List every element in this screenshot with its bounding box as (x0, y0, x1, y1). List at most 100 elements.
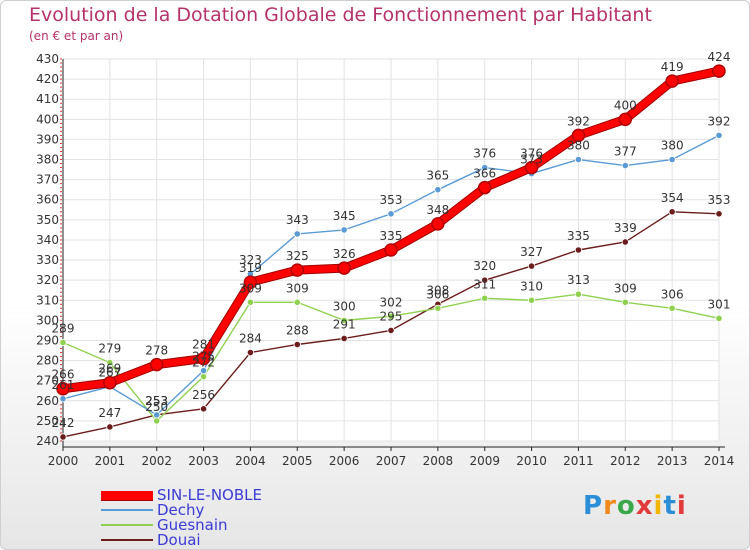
data-point-sin-le-noble (243, 275, 258, 289)
y-tick-label: 350 (36, 213, 59, 227)
y-tick-label: 430 (36, 52, 59, 66)
x-tick-label: 2004 (235, 454, 266, 468)
data-point-douai (199, 405, 208, 413)
logo-letter: r (603, 491, 617, 521)
data-label-guesnain: 309 (286, 281, 309, 295)
data-point-douai (481, 276, 489, 284)
x-tick-label: 2002 (141, 454, 172, 468)
data-point-guesnain (387, 312, 395, 320)
data-point-dechy (481, 163, 489, 172)
x-tick-label: 2008 (423, 454, 454, 468)
data-point-douai (527, 262, 536, 270)
x-tick-label: 2011 (563, 454, 594, 468)
legend-label: Guesnain (157, 516, 228, 534)
logo-letter: i (676, 491, 687, 521)
y-tick-label: 390 (36, 132, 59, 146)
data-label-dechy: 261 (52, 378, 75, 392)
y-tick-label: 300 (36, 313, 59, 327)
data-label-sin-le-noble: 348 (426, 203, 449, 217)
data-point-guesnain (340, 316, 348, 324)
data-label-sin-le-noble: 335 (380, 229, 403, 243)
data-label-guesnain: 301 (708, 297, 731, 311)
data-point-sin-le-noble (196, 351, 211, 366)
data-label-douai: 288 (286, 323, 309, 337)
data-label-douai: 253 (145, 394, 168, 408)
data-label-guesnain: 306 (426, 287, 449, 301)
data-point-guesnain (434, 304, 442, 312)
data-label-dechy: 253 (145, 394, 168, 408)
data-point-guesnain (246, 298, 255, 306)
x-tick-label: 2001 (95, 454, 126, 468)
data-label-guesnain: 279 (98, 342, 121, 356)
data-point-sin-le-noble (290, 263, 305, 277)
data-label-sin-le-noble: 269 (98, 362, 121, 376)
data-label-sin-le-noble: 281 (192, 338, 215, 352)
data-point-dechy (387, 210, 395, 218)
data-label-guesnain: 250 (145, 400, 168, 414)
legend-item-sin-le-noble[interactable]: SIN-LE-NOBLE (101, 486, 262, 504)
data-point-guesnain (574, 290, 583, 298)
data-point-dechy (434, 186, 442, 194)
data-point-douai (293, 340, 301, 349)
data-point-sin-le-noble (571, 128, 586, 143)
data-label-douai: 284 (239, 332, 262, 346)
data-label-douai: 242 (52, 416, 75, 430)
data-label-douai: 308 (426, 283, 449, 297)
y-tick-label: 420 (36, 72, 59, 86)
legend-item-dechy[interactable]: Dechy (101, 501, 205, 519)
data-point-sin-le-noble (103, 375, 117, 390)
data-label-dechy: 343 (286, 213, 309, 227)
legend-label: Dechy (157, 501, 205, 519)
x-tick-label: 2006 (329, 454, 360, 468)
chart-title: Evolution de la Dotation Globale de Fonc… (29, 4, 652, 26)
legend-item-guesnain[interactable]: Guesnain (101, 516, 228, 534)
data-label-sin-le-noble: 376 (520, 147, 543, 161)
x-tick-label: 2012 (610, 454, 641, 468)
data-label-douai: 247 (98, 406, 121, 420)
y-tick-label: 400 (36, 112, 59, 126)
x-tick-label: 2005 (282, 454, 313, 468)
y-tick-label: 260 (36, 394, 59, 408)
data-label-guesnain: 313 (567, 273, 590, 287)
data-label-guesnain: 309 (239, 281, 262, 295)
data-label-dechy: 267 (98, 366, 121, 380)
data-point-douai (715, 210, 723, 218)
data-point-sin-le-noble (524, 160, 539, 175)
data-point-guesnain (527, 296, 536, 304)
data-point-guesnain (481, 294, 489, 302)
data-point-douai (668, 208, 676, 216)
y-tick-label: 360 (36, 193, 59, 207)
x-tick-label: 2013 (657, 454, 688, 468)
y-tick-label: 330 (36, 253, 59, 267)
data-label-douai: 295 (380, 309, 403, 323)
x-tick-label: 2010 (516, 454, 547, 468)
data-point-douai (246, 348, 255, 357)
logo-letter: t (663, 491, 677, 521)
y-tick-label: 290 (36, 333, 59, 347)
x-tick-label: 2003 (188, 454, 219, 468)
data-point-sin-le-noble (712, 64, 726, 78)
legend-item-douai[interactable]: Douai (101, 531, 201, 549)
data-point-guesnain (59, 338, 67, 347)
data-label-dechy: 323 (239, 253, 262, 267)
data-point-dechy (59, 395, 67, 403)
data-point-sin-le-noble (477, 180, 492, 195)
data-label-douai: 339 (614, 221, 637, 235)
data-label-guesnain: 302 (380, 295, 403, 309)
data-label-douai: 354 (661, 191, 684, 205)
legend-label: Douai (157, 531, 201, 549)
logo-letter: i (653, 491, 664, 521)
data-point-douai (340, 334, 348, 343)
data-point-dechy (199, 367, 208, 375)
data-point-guesnain (621, 298, 629, 306)
data-label-dechy: 377 (614, 145, 637, 159)
legend-label: SIN-LE-NOBLE (157, 486, 262, 504)
legend-swatch-guesnain (101, 524, 153, 526)
data-point-dechy (621, 161, 629, 170)
data-label-guesnain: 289 (52, 321, 75, 335)
data-label-guesnain: 309 (614, 281, 637, 295)
data-point-douai (59, 433, 67, 441)
data-point-guesnain (106, 358, 114, 367)
x-tick-label: 2000 (48, 454, 79, 468)
